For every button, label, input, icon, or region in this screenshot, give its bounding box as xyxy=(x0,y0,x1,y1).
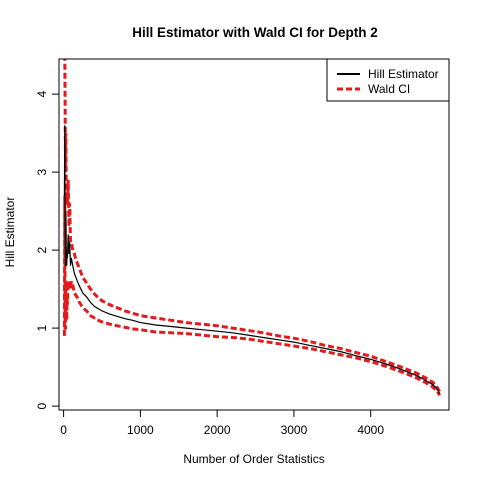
x-tick-label-1000: 1000 xyxy=(127,423,154,437)
x-tick-label-0: 0 xyxy=(60,423,67,437)
y-axis: 0 1 2 3 4 xyxy=(35,90,60,409)
x-tick-label-4000: 4000 xyxy=(357,423,384,437)
x-axis: 0 1000 2000 3000 4000 xyxy=(60,409,384,437)
legend-label-hill-estimator: Hill Estimator xyxy=(368,67,439,81)
legend: Hill Estimator Wald CI xyxy=(326,58,450,102)
y-tick-label-4: 4 xyxy=(35,90,49,97)
y-tick-label-1: 1 xyxy=(35,324,49,331)
x-tick-label-3000: 3000 xyxy=(281,423,308,437)
plot-area xyxy=(62,59,442,397)
y-tick-label-0: 0 xyxy=(35,402,49,409)
y-axis-label: Hill Estimator xyxy=(3,197,17,268)
y-tick-label-3: 3 xyxy=(35,168,49,175)
series-hill-estimator xyxy=(63,125,441,394)
legend-label-wald-ci: Wald CI xyxy=(368,82,410,96)
x-axis-label: Number of Order Statistics xyxy=(183,452,324,466)
x-tick-label-2000: 2000 xyxy=(204,423,231,437)
series-wald-ci-upper xyxy=(63,59,442,393)
y-tick-label-2: 2 xyxy=(35,246,49,253)
chart-title: Hill Estimator with Wald CI for Depth 2 xyxy=(132,25,378,40)
series-wald-ci-lower xyxy=(62,195,442,397)
plot-frame xyxy=(58,58,450,411)
legend-box xyxy=(326,58,450,102)
